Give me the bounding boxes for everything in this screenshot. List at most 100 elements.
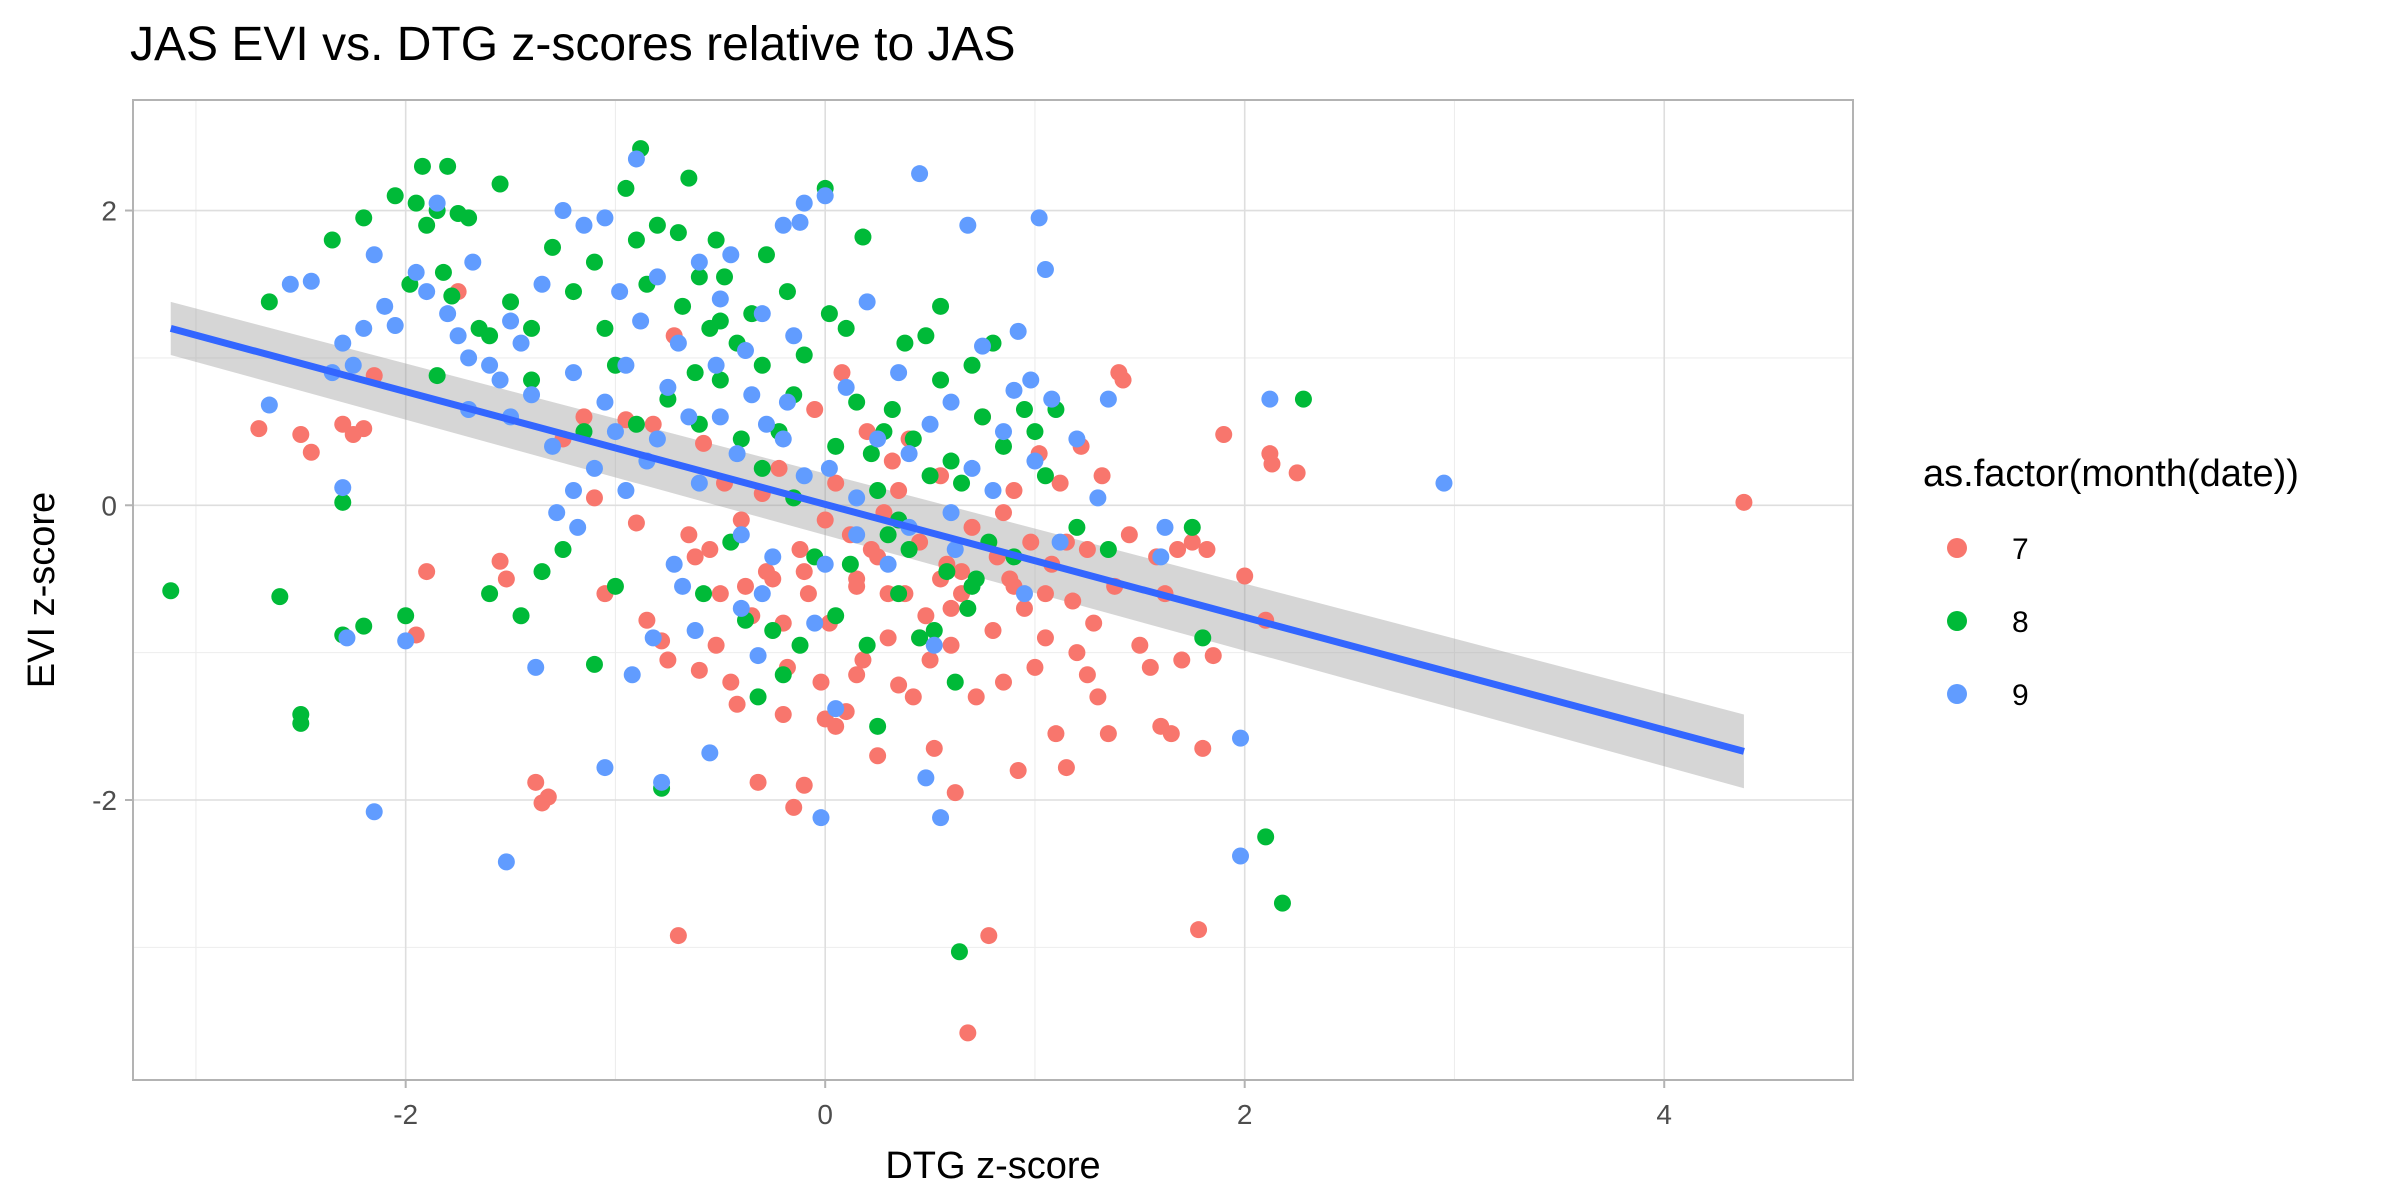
data-point-month-9 — [921, 415, 939, 433]
data-point-month-8 — [932, 371, 950, 389]
data-point-month-9 — [879, 555, 897, 573]
data-point-month-9 — [627, 150, 645, 168]
data-point-month-8 — [778, 283, 796, 301]
data-point-month-9 — [711, 290, 729, 308]
data-point-month-9 — [569, 518, 587, 536]
data-point-month-7 — [711, 585, 729, 603]
data-point-month-9 — [1156, 518, 1174, 536]
data-point-month-8 — [669, 224, 687, 242]
data-point-month-9 — [491, 371, 509, 389]
data-point-month-7 — [1051, 474, 1069, 492]
data-point-month-7 — [879, 629, 897, 647]
data-point-month-9 — [848, 526, 866, 544]
data-point-month-9 — [1261, 390, 1279, 408]
data-point-month-9 — [460, 349, 478, 367]
y-axis: -2 0 2 — [92, 196, 133, 816]
data-point-month-9 — [338, 629, 356, 647]
data-point-month-9 — [753, 585, 771, 603]
data-point-month-8 — [491, 175, 509, 193]
data-point-month-9 — [686, 622, 704, 640]
data-point-month-9 — [386, 316, 404, 334]
data-point-month-9 — [397, 632, 415, 650]
regression-line — [169, 325, 1745, 755]
data-point-month-7 — [539, 788, 557, 806]
data-point-month-8 — [911, 629, 929, 647]
legend-key-7 — [1947, 538, 1967, 558]
data-point-month-8 — [900, 540, 918, 558]
data-point-month-9 — [674, 577, 692, 595]
data-point-month-8 — [355, 209, 373, 227]
data-point-month-8 — [162, 582, 180, 600]
data-point-month-7 — [1057, 759, 1075, 777]
data-point-month-8 — [932, 297, 950, 315]
data-point-month-7 — [816, 511, 834, 529]
data-point-month-8 — [1194, 629, 1212, 647]
data-point-month-7 — [1169, 540, 1187, 558]
x-axis: -2 0 2 4 — [393, 1080, 1672, 1130]
data-point-month-8 — [764, 622, 782, 640]
legend-key-9 — [1947, 684, 1967, 704]
data-point-month-9 — [1068, 430, 1086, 448]
data-point-month-7 — [1236, 567, 1254, 585]
data-point-month-9 — [911, 165, 929, 183]
data-point-month-8 — [749, 688, 767, 706]
data-point-month-8 — [386, 187, 404, 205]
data-point-month-7 — [1183, 533, 1201, 551]
data-point-month-8 — [680, 169, 698, 187]
data-point-month-9 — [1036, 260, 1054, 278]
data-point-month-8 — [963, 577, 981, 595]
data-point-month-9 — [701, 744, 719, 762]
data-point-month-8 — [460, 209, 478, 227]
data-point-month-7 — [953, 563, 971, 581]
data-point-month-8 — [1294, 390, 1312, 408]
x-axis-title: DTG z-score — [885, 1145, 1100, 1187]
data-point-month-9 — [544, 437, 562, 455]
data-point-month-8 — [585, 253, 603, 271]
y-tick-label: -2 — [92, 785, 117, 816]
data-point-month-9 — [1030, 209, 1048, 227]
data-point-month-8 — [946, 673, 964, 691]
data-point-month-9 — [743, 386, 761, 404]
data-point-month-9 — [890, 364, 908, 382]
data-point-month-9 — [648, 430, 666, 448]
data-point-month-9 — [632, 312, 650, 330]
data-point-month-7 — [816, 710, 834, 728]
data-point-month-7 — [638, 611, 656, 629]
data-point-month-9 — [816, 555, 834, 573]
data-point-month-8 — [1036, 467, 1054, 485]
data-point-month-9 — [617, 356, 635, 374]
data-point-month-9 — [1005, 381, 1023, 399]
data-point-month-8 — [564, 283, 582, 301]
legend-key-8 — [1947, 611, 1967, 631]
data-point-month-7 — [707, 636, 725, 654]
data-point-month-9 — [778, 393, 796, 411]
data-point-month-7 — [659, 651, 677, 669]
data-point-month-9 — [820, 459, 838, 477]
legend: as.factor(month(date)) 7 8 9 — [1923, 453, 2299, 712]
data-point-month-7 — [795, 776, 813, 794]
data-point-month-9 — [1089, 489, 1107, 507]
data-point-month-9 — [533, 275, 551, 293]
data-point-month-8 — [659, 390, 677, 408]
data-point-month-9 — [376, 297, 394, 315]
data-point-month-9 — [917, 769, 935, 787]
data-point-month-9 — [659, 378, 677, 396]
data-point-month-9 — [1232, 729, 1250, 747]
data-point-month-9 — [858, 293, 876, 311]
data-point-month-7 — [1078, 666, 1096, 684]
data-point-month-9 — [774, 216, 792, 234]
data-point-month-9 — [512, 334, 530, 352]
data-point-month-9 — [428, 194, 446, 212]
data-point-month-9 — [611, 283, 629, 301]
data-point-month-7 — [749, 773, 767, 791]
data-point-month-8 — [854, 228, 872, 246]
data-point-month-8 — [1273, 894, 1291, 912]
data-point-month-9 — [1022, 371, 1040, 389]
data-point-month-7 — [1141, 658, 1159, 676]
data-point-month-7 — [904, 688, 922, 706]
data-point-month-9 — [365, 803, 383, 821]
data-point-month-7 — [963, 518, 981, 536]
data-point-month-7 — [627, 514, 645, 532]
data-point-month-7 — [883, 452, 901, 470]
data-point-month-9 — [439, 305, 457, 323]
